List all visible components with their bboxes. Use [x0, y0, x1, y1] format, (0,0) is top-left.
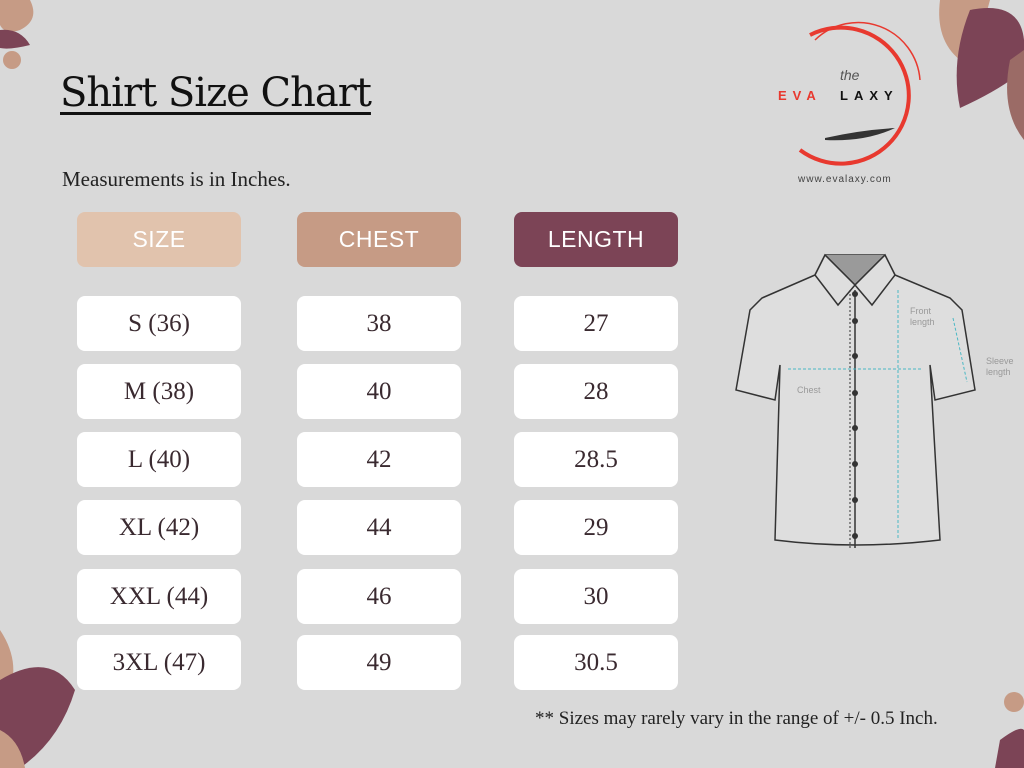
leaf-decoration-bottom-left [0, 630, 75, 768]
cell-chest: 44 [297, 500, 461, 555]
cell-chest: 46 [297, 569, 461, 624]
cell-size: XXL (44) [77, 569, 241, 624]
svg-text:Chest: Chest [797, 385, 821, 395]
cell-size: S (36) [77, 296, 241, 351]
svg-text:length: length [986, 367, 1011, 377]
size-variance-note: ** Sizes may rarely vary in the range of… [535, 708, 938, 729]
cell-chest: 42 [297, 432, 461, 487]
cell-size: M (38) [77, 364, 241, 419]
leaf-decoration-top-left [0, 0, 34, 69]
cell-length: 30 [514, 569, 678, 624]
svg-text:Front: Front [910, 306, 932, 316]
shirt-measurement-diagram: Front length Sleeve length Chest [735, 253, 1014, 548]
cell-chest: 49 [297, 635, 461, 690]
cell-length: 28 [514, 364, 678, 419]
leaf-decoration-top-right [939, 0, 1024, 140]
cell-size: L (40) [77, 432, 241, 487]
measurement-unit-note: Measurements is in Inches. [62, 167, 291, 191]
cell-size: XL (42) [77, 500, 241, 555]
page-title: Shirt Size Chart [60, 70, 372, 116]
cell-length: 30.5 [514, 635, 678, 690]
cell-chest: 40 [297, 364, 461, 419]
svg-text:length: length [910, 317, 935, 327]
svg-text:EVA: EVA [778, 88, 822, 103]
evalaxy-logo: the EVA LAXY www.evalaxy.com [778, 21, 921, 185]
cell-length: 29 [514, 500, 678, 555]
svg-text:the: the [840, 67, 860, 83]
cell-length: 27 [514, 296, 678, 351]
svg-text:Sleeve: Sleeve [986, 356, 1014, 366]
cell-size: 3XL (47) [77, 635, 241, 690]
leaf-decoration-bottom-right [995, 692, 1024, 768]
svg-text:LAXY: LAXY [840, 88, 899, 103]
header-length: LENGTH [514, 212, 678, 267]
svg-text:www.evalaxy.com: www.evalaxy.com [797, 174, 892, 185]
cell-length: 28.5 [514, 432, 678, 487]
header-chest: CHEST [297, 212, 461, 267]
cell-chest: 38 [297, 296, 461, 351]
header-size: SIZE [77, 212, 241, 267]
